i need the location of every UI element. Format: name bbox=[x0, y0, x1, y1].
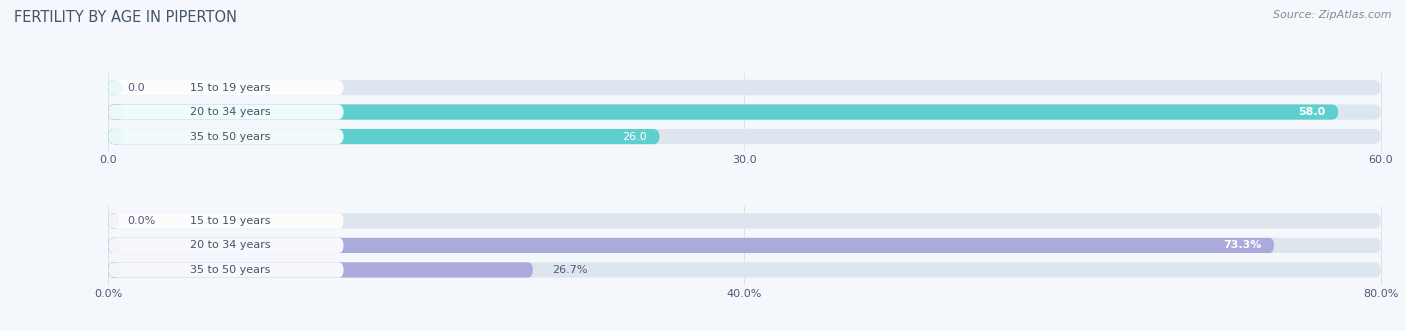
FancyBboxPatch shape bbox=[108, 262, 343, 278]
Text: 26.7%: 26.7% bbox=[553, 265, 588, 275]
Text: 20 to 34 years: 20 to 34 years bbox=[190, 240, 271, 251]
Text: 26.0: 26.0 bbox=[621, 131, 647, 142]
Text: 15 to 19 years: 15 to 19 years bbox=[190, 82, 271, 93]
Text: FERTILITY BY AGE IN PIPERTON: FERTILITY BY AGE IN PIPERTON bbox=[14, 10, 238, 25]
Text: 58.0: 58.0 bbox=[1298, 107, 1326, 117]
Text: 20 to 34 years: 20 to 34 years bbox=[190, 107, 271, 117]
FancyBboxPatch shape bbox=[108, 262, 1381, 278]
FancyBboxPatch shape bbox=[108, 262, 533, 278]
FancyBboxPatch shape bbox=[108, 213, 120, 228]
FancyBboxPatch shape bbox=[108, 213, 343, 228]
FancyBboxPatch shape bbox=[108, 213, 1381, 228]
FancyBboxPatch shape bbox=[108, 129, 343, 144]
FancyBboxPatch shape bbox=[108, 80, 122, 95]
FancyBboxPatch shape bbox=[108, 105, 125, 119]
Text: 0.0%: 0.0% bbox=[127, 216, 156, 226]
Text: 35 to 50 years: 35 to 50 years bbox=[190, 265, 271, 275]
FancyBboxPatch shape bbox=[108, 80, 1381, 95]
FancyBboxPatch shape bbox=[108, 262, 121, 278]
Text: Source: ZipAtlas.com: Source: ZipAtlas.com bbox=[1274, 10, 1392, 20]
FancyBboxPatch shape bbox=[108, 129, 125, 144]
FancyBboxPatch shape bbox=[108, 238, 121, 253]
Text: 35 to 50 years: 35 to 50 years bbox=[190, 131, 271, 142]
FancyBboxPatch shape bbox=[108, 129, 659, 144]
FancyBboxPatch shape bbox=[108, 80, 343, 95]
FancyBboxPatch shape bbox=[108, 238, 1274, 253]
Text: 15 to 19 years: 15 to 19 years bbox=[190, 216, 271, 226]
Text: 0.0: 0.0 bbox=[127, 82, 145, 93]
FancyBboxPatch shape bbox=[108, 238, 1381, 253]
FancyBboxPatch shape bbox=[108, 238, 343, 253]
FancyBboxPatch shape bbox=[108, 105, 1381, 119]
FancyBboxPatch shape bbox=[108, 105, 1339, 119]
FancyBboxPatch shape bbox=[108, 129, 1381, 144]
Text: 73.3%: 73.3% bbox=[1223, 240, 1261, 251]
FancyBboxPatch shape bbox=[108, 105, 343, 119]
